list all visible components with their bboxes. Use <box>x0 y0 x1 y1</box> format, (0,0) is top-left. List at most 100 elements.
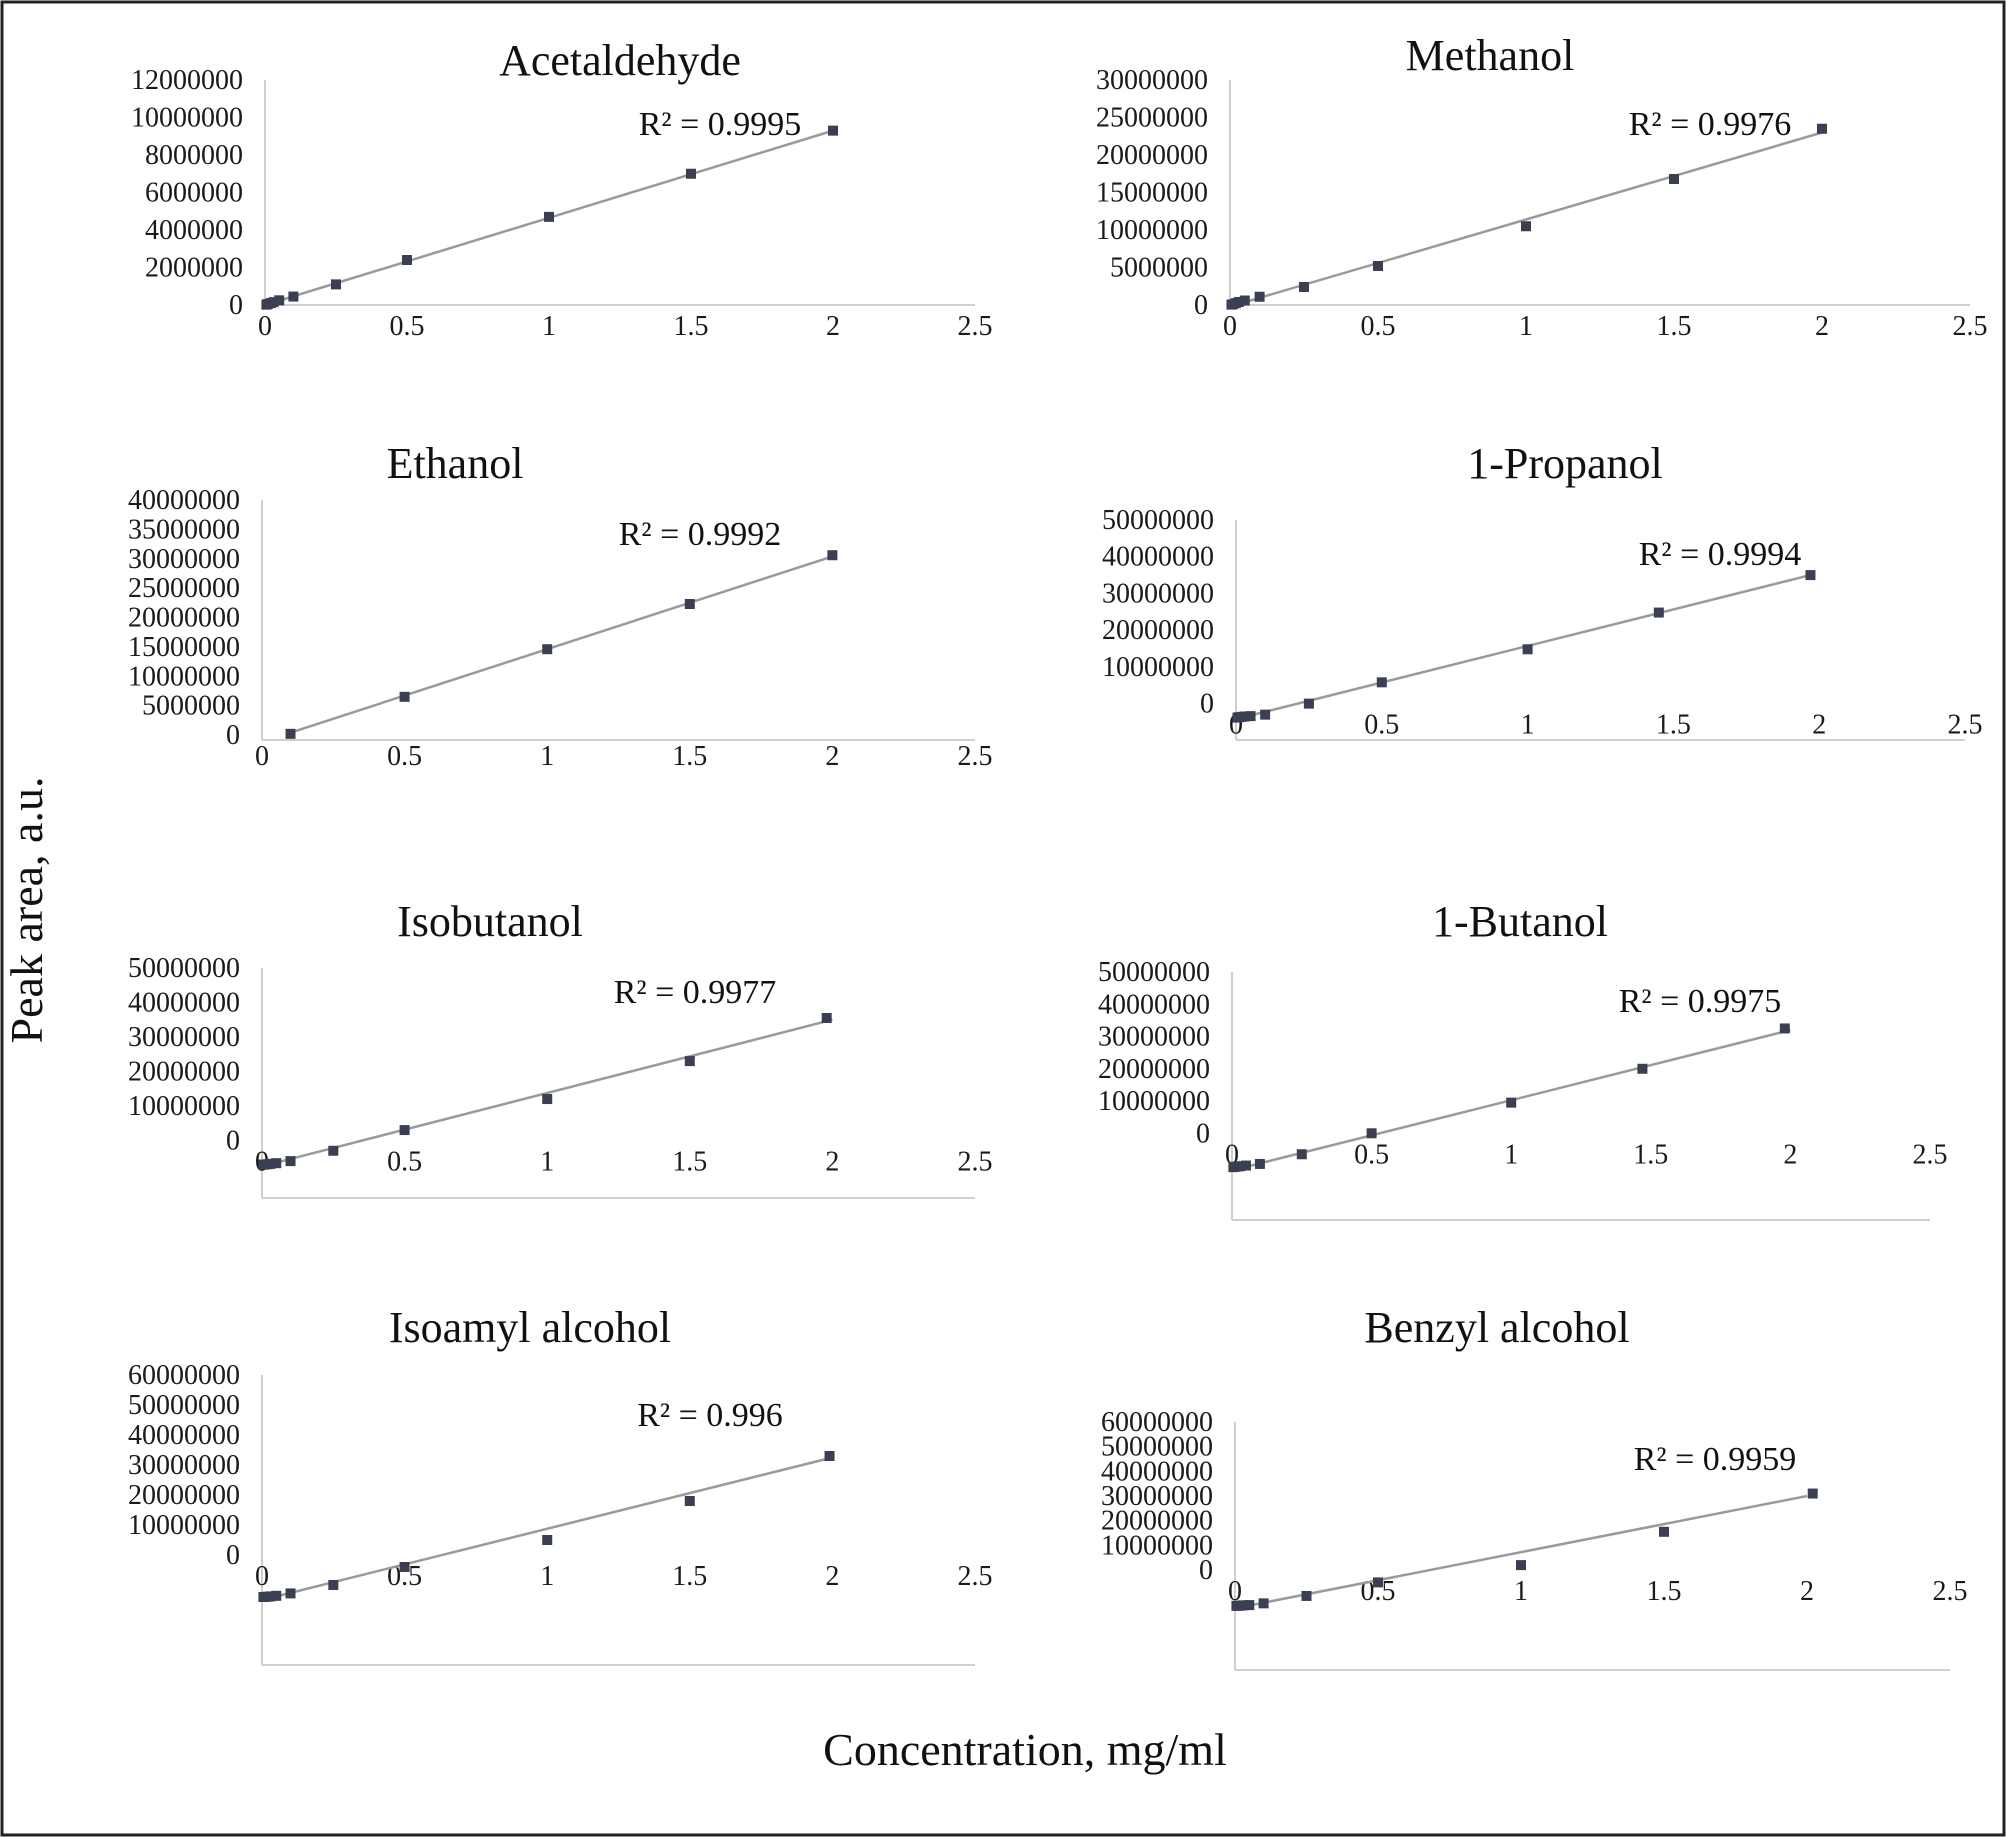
data-point <box>684 1056 695 1067</box>
x-tick-label: 0.5 <box>1354 1139 1389 1170</box>
chart-title: Methanol <box>1406 31 1575 80</box>
y-tick-label: 20000000 <box>1096 140 1208 171</box>
y-tick-label: 0 <box>226 1540 240 1571</box>
x-axis-title: Concentration, mg/ml <box>823 1724 1227 1775</box>
y-tick-label: 50000000 <box>1101 1432 1213 1463</box>
y-tick-label: 30000000 <box>1102 578 1214 609</box>
x-tick-label: 2.5 <box>958 1561 993 1592</box>
data-point <box>1653 607 1664 618</box>
chart-methanol: 0 5000000 10000000 15000000 20000000 25000000… <box>1096 31 1988 342</box>
x-tick-label: 1.5 <box>674 311 709 342</box>
y-tick-label: 20000000 <box>1102 615 1214 646</box>
data-point <box>544 211 554 222</box>
x-tick-label: 1 <box>542 311 556 342</box>
chart-title: 1-Butanol <box>1432 897 1608 946</box>
x-tick-label: 1.5 <box>1647 1576 1682 1607</box>
r2-label: R² = 0.9959 <box>1634 1441 1797 1478</box>
chart-title: Ethanol <box>387 439 524 488</box>
y-tick-label: 40000000 <box>1102 542 1214 573</box>
y-tick-label: 25000000 <box>1096 103 1208 134</box>
x-tick-label: 1.5 <box>1657 311 1692 342</box>
data-point <box>399 691 410 702</box>
x-tick-label: 1.5 <box>672 741 707 772</box>
y-tick-label: 30000000 <box>128 544 240 575</box>
data-point <box>684 598 695 609</box>
data-point <box>1805 570 1816 581</box>
data-point <box>1637 1063 1648 1074</box>
y-tick-label: 10000000 <box>128 1091 240 1122</box>
data-point <box>1366 1128 1377 1139</box>
x-tick-label: 1 <box>1514 1576 1528 1607</box>
data-point <box>1254 291 1265 302</box>
x-tick-label: 0.5 <box>390 311 425 342</box>
chart-title: Isoamyl alcohol <box>389 1303 671 1352</box>
y-tick-label: 5000000 <box>1110 253 1208 284</box>
y-tick-label: 20000000 <box>1101 1506 1213 1537</box>
data-point <box>824 1451 835 1461</box>
x-tick-label: 0.5 <box>1364 710 1399 741</box>
y-tick-label: 50000000 <box>128 953 240 984</box>
r2-label: R² = 0.9976 <box>1629 106 1792 143</box>
data-point <box>1233 297 1244 307</box>
data-point <box>1669 174 1679 184</box>
data-point <box>274 295 285 306</box>
chart-isoamyl-alcohol: 0100000002000000030000000400000005000000… <box>128 1303 993 1666</box>
y-tick-label: 10000000 <box>131 103 243 134</box>
x-tick-label: 0.5 <box>387 741 422 772</box>
y-tick-label: 2000000 <box>145 253 243 284</box>
data-point <box>1254 1158 1265 1169</box>
data-point <box>1779 1023 1790 1034</box>
data-point <box>1516 1560 1526 1571</box>
y-tick-label: 15000000 <box>1096 178 1208 209</box>
chart-1-propanol: 0 10000000 20000000 30000000 40000000 5000000… <box>1102 439 1983 741</box>
data-point <box>331 279 341 290</box>
chart-title: 1-Propanol <box>1467 439 1663 488</box>
data-point <box>1303 698 1314 709</box>
y-tick-label: 10000000 <box>128 661 240 692</box>
x-tick-label: 1.5 <box>672 1561 707 1592</box>
x-tick-label: 2.5 <box>1953 311 1988 342</box>
x-tick-label: 2.5 <box>958 741 993 772</box>
data-point <box>1244 1600 1255 1611</box>
x-tick-label: 2.5 <box>958 311 993 342</box>
y-tick-label: 30000000 <box>1096 65 1208 96</box>
y-tick-label: 35000000 <box>128 514 240 545</box>
y-tick-label: 10000000 <box>1102 652 1214 683</box>
y-tick-label: 0 <box>1196 1118 1210 1149</box>
data-point <box>1659 1526 1669 1537</box>
data-point <box>265 1591 276 1602</box>
x-tick-label: 2 <box>825 1146 839 1177</box>
data-point <box>402 255 412 265</box>
data-point <box>271 1590 282 1601</box>
y-tick-label: 12000000 <box>131 65 243 96</box>
r2-label: R² = 0.9977 <box>614 974 777 1011</box>
data-point <box>1258 1598 1269 1609</box>
y-tick-label: 8000000 <box>145 140 243 171</box>
data-point <box>821 1013 832 1023</box>
y-tick-label: 0 <box>1199 1555 1213 1586</box>
y-tick-label: 0 <box>1194 290 1208 321</box>
data-point <box>1235 1161 1246 1172</box>
y-tick-label: 40000000 <box>128 1420 240 1451</box>
y-tick-label: 50000000 <box>1098 957 1210 988</box>
trend-line <box>261 1018 833 1168</box>
y-tick-label: 30000000 <box>128 1022 240 1053</box>
y-tick-label: 0 <box>226 720 240 751</box>
x-tick-label: 1 <box>540 1146 554 1177</box>
y-tick-label: 25000000 <box>128 573 240 604</box>
y-tick-label: 40000000 <box>128 485 240 516</box>
x-tick-label: 1.5 <box>1656 710 1691 741</box>
data-point <box>1817 123 1827 134</box>
data-point <box>1373 1577 1383 1588</box>
data-point <box>1239 295 1250 306</box>
y-tick-label: 0 <box>229 290 243 321</box>
y-tick-label: 30000000 <box>1098 1022 1210 1053</box>
data-point <box>542 644 553 655</box>
data-point <box>271 1158 282 1169</box>
x-tick-label: 2.5 <box>1913 1139 1948 1170</box>
y-tick-label: 10000000 <box>1096 215 1208 246</box>
data-point <box>1245 711 1256 722</box>
y-tick-label: 0 <box>1200 689 1214 720</box>
